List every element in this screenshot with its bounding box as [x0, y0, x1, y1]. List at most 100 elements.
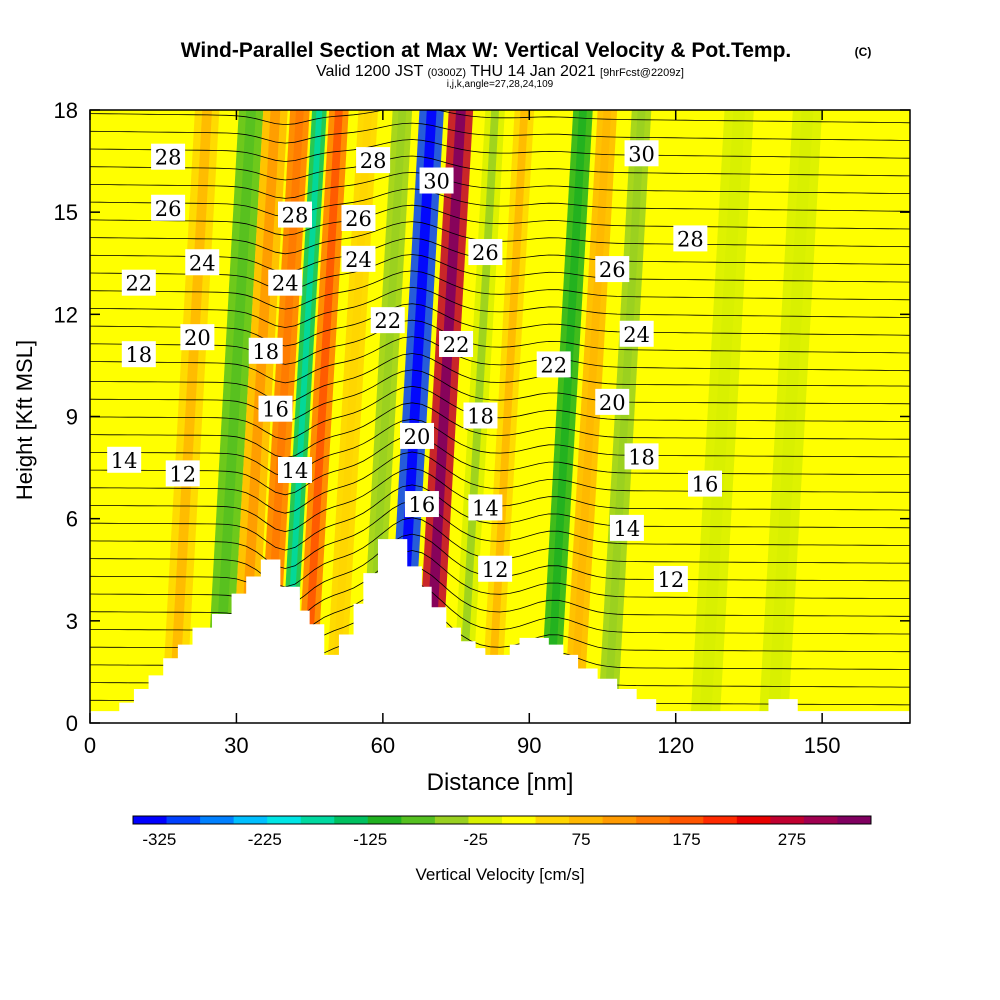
- theta-label-28: 26: [595, 256, 630, 283]
- theta-label-1: 26: [151, 194, 186, 221]
- theta-label-box: [624, 140, 659, 167]
- colorbar-tick-label: 175: [672, 830, 700, 849]
- colorbar-tick-label: -325: [142, 830, 176, 849]
- theta-label-7: 12: [165, 460, 200, 487]
- y-tick-label: 18: [54, 98, 78, 123]
- plot-area: 28 26 24 22 20 18 14 12 28 24 18 16 14 26 24 28 22 20 16 30…: [90, 110, 910, 723]
- theta-label-14: 24: [341, 245, 376, 272]
- theta-label-11: 16: [258, 395, 293, 422]
- theta-contour-13: [90, 435, 910, 496]
- colorbar-tick-label: 75: [572, 830, 591, 849]
- theta-label-text: 14: [614, 517, 641, 541]
- theta-label-text: 30: [423, 170, 450, 194]
- theta-label-text: 18: [628, 445, 655, 469]
- y-tick-label: 3: [66, 609, 78, 634]
- theta-label-text: 16: [409, 493, 436, 517]
- theta-label-text: 14: [282, 459, 309, 483]
- subtitle-date: THU 14 Jan 2021: [470, 63, 596, 80]
- ijk-line: i,j,k,angle=27,28,24,109: [447, 79, 554, 90]
- theta-label-box: [468, 494, 503, 521]
- colorbar-swatch: [334, 816, 369, 824]
- y-tick-label: 0: [66, 711, 78, 736]
- x-tick-label: 0: [84, 733, 96, 758]
- theta-label-box: [341, 204, 376, 231]
- theta-label-box: [151, 194, 186, 221]
- theta-contour-27: [90, 204, 910, 236]
- colorbar-frame: [132, 815, 872, 825]
- x-tick-label: 30: [224, 733, 248, 758]
- colorbar-swatch: [267, 816, 302, 824]
- velocity-band-core-15: [603, 110, 646, 723]
- colorbar-tick-label: -125: [353, 830, 387, 849]
- theta-contour-31: [90, 139, 910, 162]
- velocity-band-core-5: [282, 110, 323, 723]
- colorbar-tick-label: 275: [778, 830, 806, 849]
- theta-label-box: [478, 555, 513, 582]
- theta-label-text: 12: [169, 462, 196, 486]
- theta-label-text: 18: [252, 340, 279, 364]
- theta-label-box: [688, 470, 722, 497]
- theta-label-text: 12: [482, 558, 509, 582]
- theta-label-text: 24: [189, 251, 216, 275]
- theta-label-10: 18: [248, 337, 283, 364]
- theta-label-box: [121, 341, 156, 368]
- theta-label-box: [400, 422, 435, 449]
- theta-label-34: 12: [653, 565, 688, 592]
- colorbar-swatch: [434, 816, 469, 824]
- theta-label-text: 18: [125, 343, 152, 367]
- theta-contour-10: [90, 484, 910, 551]
- theta-label-box: [185, 249, 220, 276]
- theta-label-27: 28: [673, 225, 708, 252]
- y-tick-label: 15: [54, 200, 78, 225]
- theta-label-33: 14: [609, 514, 644, 541]
- theta-label-box: [419, 167, 454, 194]
- theta-label-text: 20: [404, 425, 431, 449]
- theta-label-box: [595, 256, 630, 283]
- theta-label-box: [248, 337, 283, 364]
- theta-label-30: 20: [595, 388, 630, 415]
- subtitle-valid: Valid 1200 JST: [316, 63, 424, 80]
- y-tick-label: 12: [54, 302, 78, 327]
- y-axis: 0 3 6 9 12 15 18: [54, 98, 910, 736]
- theta-contour-16: [90, 385, 910, 440]
- theta-label-box: [356, 147, 391, 174]
- colorbar-label: Vertical Velocity [cm/s]: [415, 865, 584, 884]
- theta-label-box: [653, 565, 688, 592]
- theta-contour-5: [90, 566, 910, 643]
- theta-label-9: 24: [268, 269, 303, 296]
- subtitle-utc: (0300Z): [428, 67, 467, 79]
- theta-contour-29: [90, 171, 910, 199]
- colorbar-swatch: [669, 816, 704, 824]
- colorbar-swatch: [535, 816, 570, 824]
- theta-label-text: 26: [599, 258, 626, 282]
- theta-contour-24: [90, 254, 910, 292]
- theta-contour-14: [90, 418, 910, 477]
- colorbar-swatch: [837, 816, 872, 824]
- theta-label-text: 24: [272, 272, 299, 296]
- theta-label-18: 16: [404, 491, 439, 518]
- theta-label-box: [121, 269, 156, 296]
- theta-label-text: 24: [345, 248, 372, 272]
- colorbar-swatch: [166, 816, 201, 824]
- colorbar-swatch: [200, 816, 235, 824]
- y-tick-label: 9: [66, 405, 78, 430]
- theta-label-box: [180, 324, 215, 351]
- chart-title: Wind-Parallel Section at Max W: Vertical…: [181, 39, 792, 62]
- colorbar-swatch: [636, 816, 671, 824]
- theta-label-26: 30: [624, 140, 659, 167]
- colorbar-swatch: [468, 816, 503, 824]
- theta-label-29: 24: [619, 320, 654, 347]
- velocity-band-core-13: [544, 110, 587, 723]
- colorbar-swatch: [133, 816, 168, 824]
- theta-label-text: 16: [262, 398, 289, 422]
- theta-label-box: [341, 245, 376, 272]
- theta-label-19: 30: [419, 167, 454, 194]
- theta-label-box: [619, 320, 654, 347]
- theta-label-text: 28: [360, 149, 387, 173]
- theta-label-32: 16: [688, 470, 722, 497]
- theta-label-box: [404, 491, 439, 518]
- theta-label-15: 28: [356, 147, 391, 174]
- theta-label-text: 22: [125, 272, 152, 296]
- colorbar-swatch: [233, 816, 268, 824]
- y-axis-label: Height [Kft MSL]: [12, 340, 37, 500]
